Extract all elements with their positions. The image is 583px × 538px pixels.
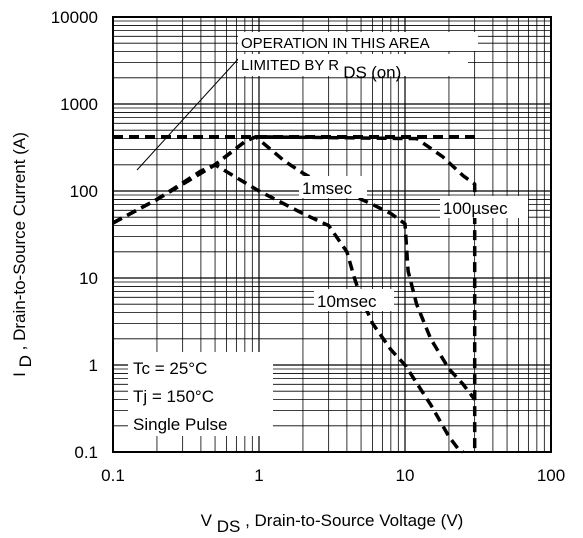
- y-axis-label-main: I: [10, 372, 29, 377]
- x-tick-label: 0.1: [101, 466, 125, 485]
- annotation-line-2-main: LIMITED BY R: [241, 57, 339, 74]
- y-axis-label-sub: D: [16, 355, 35, 367]
- series-label-10msec: 10msec: [317, 292, 377, 311]
- y-tick-label: 100: [70, 182, 98, 201]
- annotation-line-2-tail: (on): [371, 63, 401, 82]
- x-axis-label-main: V: [201, 511, 213, 530]
- annotation-line-2: LIMITED BY R DS (on): [241, 57, 401, 82]
- x-axis-label-sub: DS: [217, 517, 241, 536]
- x-axis-label: V DS , Drain-to-Source Voltage (V): [201, 511, 464, 536]
- annotation-leader-line: [136, 56, 241, 171]
- condition-tj: Tj = 150°C: [133, 387, 214, 406]
- y-axis-label: I D , Drain-to-Source Current (A): [10, 132, 35, 377]
- y-tick-label: 1: [89, 356, 98, 375]
- y-axis-label-rest: , Drain-to-Source Current (A): [10, 132, 29, 350]
- grid: [112, 17, 551, 453]
- y-tick-label: 0.1: [74, 443, 98, 462]
- condition-pulse: Single Pulse: [133, 415, 228, 434]
- x-tick-label: 100: [537, 466, 565, 485]
- x-tick-label: 1: [254, 466, 263, 485]
- x-axis-label-rest: , Drain-to-Source Voltage (V): [245, 511, 463, 530]
- y-tick-label: 1000: [60, 95, 98, 114]
- annotation-line-2-sub: DS: [343, 63, 367, 82]
- y-tick-labels: 0.1 1 10 100 1000 10000: [51, 8, 98, 462]
- series-label-1msec: 1msec: [302, 179, 353, 198]
- condition-tc: Tc = 25°C: [133, 359, 207, 378]
- series-label-100usec: 100µsec: [443, 199, 508, 218]
- x-tick-label: 10: [396, 466, 415, 485]
- series-line-2: [112, 135, 477, 401]
- x-tick-labels: 0.1 1 10 100: [101, 466, 565, 485]
- series-line-3: [112, 163, 465, 454]
- y-tick-label: 10000: [51, 8, 98, 27]
- annotation-line-1: OPERATION IN THIS AREA: [241, 35, 430, 52]
- series-layer: [112, 135, 477, 454]
- y-tick-label: 10: [79, 269, 98, 288]
- plot-frame: [112, 16, 552, 453]
